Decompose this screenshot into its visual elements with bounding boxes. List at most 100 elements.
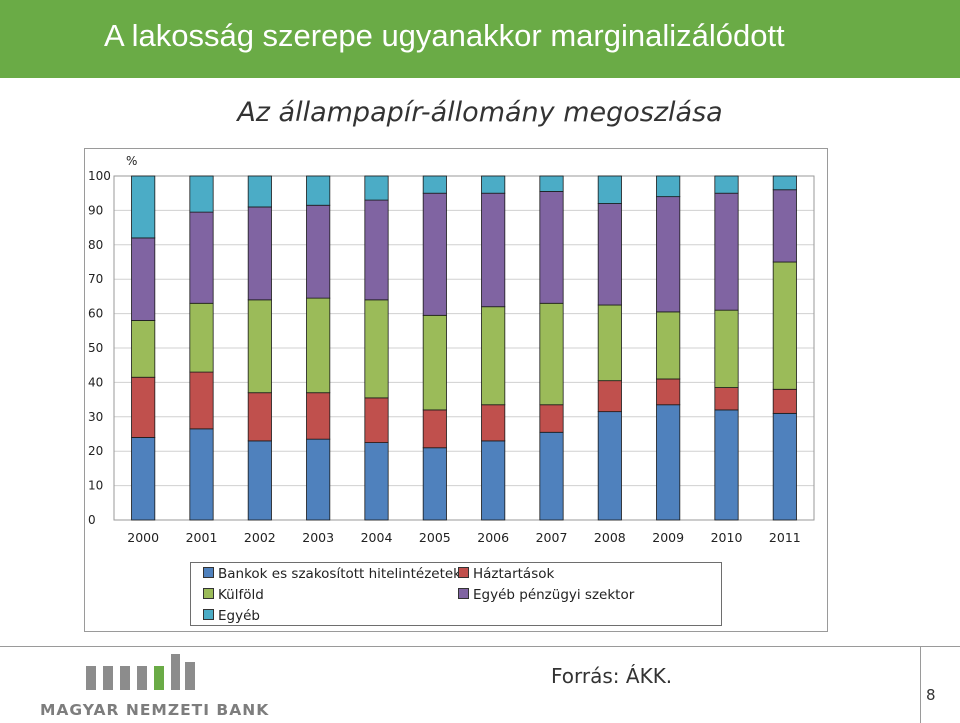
bar-segment-kulfold <box>189 302 214 373</box>
y-tick-label: 90 <box>88 203 103 217</box>
bar-segment-bankok <box>364 442 389 521</box>
bar-segment-egyeb <box>306 175 331 206</box>
legend-item-haztartasok: Háztartások <box>458 566 554 582</box>
legend-swatch-egyeb-penzugyi <box>458 588 469 599</box>
y-tick-label: 20 <box>88 444 103 458</box>
x-tick-label: 2008 <box>594 530 626 545</box>
source-note: Forrás: ÁKK. <box>551 664 673 688</box>
bar-segment-egyeb_penzugyi <box>714 192 739 311</box>
legend-label: Egyéb pénzügyi szektor <box>473 587 635 603</box>
bar-segment-kulfold <box>422 314 447 411</box>
y-tick-label: 50 <box>88 341 103 355</box>
bar-segment-bankok <box>306 438 331 521</box>
legend-label: Külföld <box>218 587 264 603</box>
x-tick-label: 2002 <box>244 530 276 545</box>
chart-title: Az állampapír-állomány megoszlása <box>237 97 723 128</box>
page-number: 8 <box>926 686 936 704</box>
bar-segment-haztartasok <box>597 380 622 413</box>
plot-area-border <box>113 175 815 521</box>
legend-item-egyeb-penzugyi: Egyéb pénzügyi szektor <box>458 587 634 603</box>
y-tick-label: 60 <box>88 307 103 321</box>
bar-segment-egyeb <box>597 175 622 204</box>
bar-segment-egyeb_penzugyi <box>656 196 681 313</box>
bar-segment-egyeb <box>422 175 447 194</box>
bar-segment-egyeb <box>481 175 506 194</box>
bar-segment-egyeb <box>656 175 681 198</box>
chart-legend: Bankok es szakosított hitelintézetek Ház… <box>190 562 722 626</box>
legend-label: Bankok es szakosított hitelintézetek <box>218 566 461 582</box>
bar-segment-egyeb_penzugyi <box>247 206 272 301</box>
bar-segment-kulfold <box>364 299 389 399</box>
bar-segment-egyeb <box>247 175 272 208</box>
y-tick-label: 70 <box>88 272 103 286</box>
bar-segment-haztartasok <box>306 392 331 440</box>
x-axis-ticks: 2000 2001 2002 2003 2004 2005 2006 2007 2008 2009… <box>127 530 800 545</box>
bar-segment-haztartasok <box>422 409 447 449</box>
bar-segment-kulfold <box>247 299 272 394</box>
legend-swatch-bankok <box>203 567 214 578</box>
grid-layer <box>113 175 815 521</box>
x-tick-label: 2000 <box>127 530 159 545</box>
bar-segment-egyeb_penzugyi <box>539 191 564 304</box>
bar-segment-bankok <box>772 412 797 521</box>
bar-segment-bankok <box>481 440 506 521</box>
bar-segment-bankok <box>247 440 272 521</box>
bar-segment-kulfold <box>306 297 331 394</box>
bar-segment-bankok <box>131 437 156 521</box>
bar-segment-bankok <box>422 447 447 521</box>
bar-segment-bankok <box>597 411 622 521</box>
x-tick-label: 2010 <box>711 530 743 545</box>
bar-segment-haztartasok <box>539 404 564 433</box>
bar-segment-egyeb_penzugyi <box>481 192 506 308</box>
y-axis-ticks: 0 10 20 30 40 50 60 70 80 90 100 <box>88 169 111 527</box>
x-tick-label: 2006 <box>477 530 509 545</box>
bar-segment-kulfold <box>481 306 506 406</box>
bar-segment-haztartasok <box>714 387 739 411</box>
y-tick-label: 0 <box>88 513 96 527</box>
mnb-logo-text: MAGYAR NEMZETI BANK <box>40 701 270 719</box>
bar-segment-egyeb <box>714 175 739 194</box>
bar-segment-egyeb <box>772 175 797 191</box>
y-tick-label: 80 <box>88 238 103 252</box>
bar-segment-kulfold <box>131 320 156 378</box>
bar-segment-bankok <box>539 431 564 521</box>
slide-title: A lakosság szerepe ugyanakkor marginaliz… <box>104 18 785 53</box>
x-tick-label: 2005 <box>419 530 451 545</box>
bar-segment-egyeb <box>539 175 564 192</box>
bar-segment-haztartasok <box>481 404 506 442</box>
bar-segment-egyeb <box>364 175 389 201</box>
bar-segment-egyeb <box>189 175 214 213</box>
y-tick-label: 30 <box>88 410 103 424</box>
footer-divider <box>0 646 960 647</box>
bar-segment-haztartasok <box>131 376 156 438</box>
y-tick-label: 100 <box>88 169 111 183</box>
bar-segment-kulfold <box>597 304 622 382</box>
x-tick-label: 2004 <box>361 530 393 545</box>
footer-vertical-divider <box>920 646 921 723</box>
bar-segment-kulfold <box>772 261 797 390</box>
x-tick-label: 2007 <box>536 530 568 545</box>
bar-segment-haztartasok <box>364 397 389 444</box>
bar-segment-egyeb_penzugyi <box>772 189 797 263</box>
legend-label: Egyéb <box>218 608 260 624</box>
bar-segment-bankok <box>656 404 681 521</box>
bar-segment-kulfold <box>714 309 739 388</box>
legend-swatch-haztartasok <box>458 567 469 578</box>
bar-segment-haztartasok <box>656 378 681 406</box>
bar-segment-egyeb <box>131 175 156 239</box>
legend-label: Háztartások <box>473 566 555 582</box>
x-tick-label: 2001 <box>186 530 218 545</box>
bars-layer <box>131 175 797 521</box>
legend-item-kulfold: Külföld <box>203 587 264 603</box>
y-axis-unit-label: % <box>126 154 137 168</box>
legend-item-egyeb: Egyéb <box>203 608 260 624</box>
bar-segment-haztartasok <box>189 371 214 430</box>
bar-segment-egyeb_penzugyi <box>364 199 389 301</box>
bar-segment-bankok <box>189 428 214 521</box>
mnb-logo-bars-icon <box>86 654 195 690</box>
bar-segment-egyeb_penzugyi <box>189 211 214 304</box>
bar-segment-egyeb_penzugyi <box>306 204 331 299</box>
y-tick-label: 10 <box>88 479 103 493</box>
header-bar: A lakosság szerepe ugyanakkor marginaliz… <box>0 0 960 78</box>
bar-segment-haztartasok <box>247 392 272 442</box>
